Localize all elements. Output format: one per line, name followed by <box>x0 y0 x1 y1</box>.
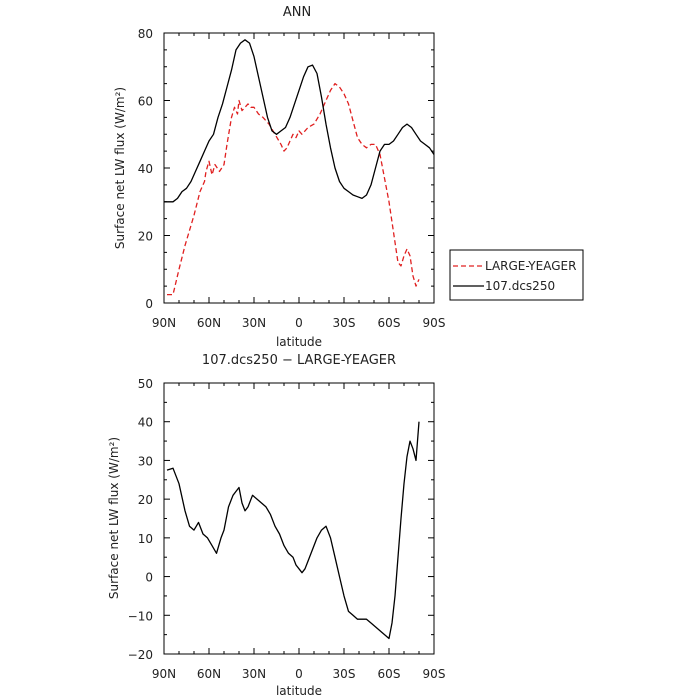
y-tick-label: 20 <box>138 493 153 507</box>
chart-diff: 107.dcs250 − LARGE-YEAGER 90N 60N 30N 0 30S 6… <box>107 353 445 698</box>
series-line-difference <box>166 421 420 640</box>
y-tick-label: 10 <box>138 532 153 546</box>
x-tick-label: 90S <box>423 667 446 681</box>
x-tick-label: 0 <box>295 316 303 330</box>
chart-title: ANN <box>283 5 311 20</box>
x-tick-label: 0 <box>295 667 303 681</box>
x-tick-label: 30N <box>242 316 266 330</box>
y-tick-label: 40 <box>138 162 153 176</box>
series-line-large-yeager <box>167 82 420 296</box>
chart-title: 107.dcs250 − LARGE-YEAGER <box>202 353 396 368</box>
x-tick-label: 60S <box>378 667 401 681</box>
series-lines <box>164 39 435 296</box>
x-tick-labels: 90N 60N 30N 0 30S 60S 90S <box>152 316 446 330</box>
axis-ticks <box>163 382 435 655</box>
x-tick-label: 60N <box>197 316 221 330</box>
x-tick-label: 30N <box>242 667 266 681</box>
y-tick-label: 20 <box>138 230 153 244</box>
x-tick-label: 60S <box>378 316 401 330</box>
x-tick-label: 30S <box>333 667 356 681</box>
y-tick-label: 80 <box>138 27 153 41</box>
x-tick-label: 90S <box>423 316 446 330</box>
x-tick-label: 60N <box>197 667 221 681</box>
y-tick-label: 0 <box>145 297 153 311</box>
y-tick-label: −20 <box>128 648 153 662</box>
axis-ticks <box>163 32 435 304</box>
legend: LARGE-YEAGER 107.dcs250 <box>449 249 584 301</box>
plot-frame <box>163 32 435 304</box>
legend-label-107-dcs250: 107.dcs250 <box>485 279 555 293</box>
legend-label-large-yeager: LARGE-YEAGER <box>485 259 576 273</box>
series-lines <box>166 421 420 640</box>
y-axis-label: Surface net LW flux (W/m²) <box>107 437 121 599</box>
y-tick-label: 60 <box>138 95 153 109</box>
x-tick-labels: 90N 60N 30N 0 30S 60S 90S <box>152 667 446 681</box>
y-axis-label: Surface net LW flux (W/m²) <box>113 87 127 249</box>
y-tick-label: 30 <box>138 454 153 468</box>
x-tick-label: 90N <box>152 316 176 330</box>
series-line-107-dcs250 <box>164 39 435 203</box>
x-axis-label: latitude <box>276 335 322 349</box>
y-tick-label: 0 <box>145 571 153 585</box>
x-tick-label: 90N <box>152 667 176 681</box>
y-tick-label: 40 <box>138 416 153 430</box>
y-tick-label: −10 <box>128 609 153 623</box>
y-tick-label: 50 <box>138 377 153 391</box>
x-tick-label: 30S <box>333 316 356 330</box>
chart-ann: ANN 90N 60N 30N 0 30S 60S 90S 0 20 40 60 80 latitu… <box>113 5 445 349</box>
y-tick-labels: 0 20 40 60 80 <box>138 27 153 311</box>
legend-box <box>449 249 584 301</box>
x-axis-label: latitude <box>276 684 322 698</box>
y-tick-labels: −20 −10 0 10 20 30 40 50 <box>128 377 153 662</box>
